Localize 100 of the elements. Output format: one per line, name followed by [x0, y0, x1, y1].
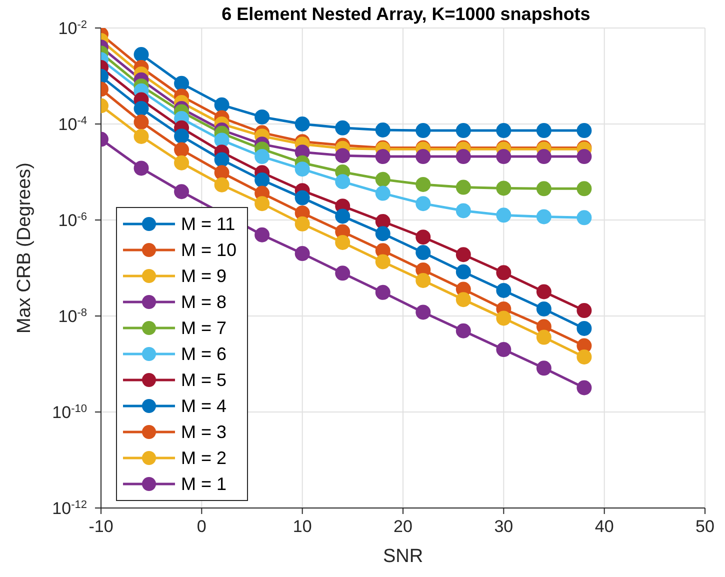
point: [496, 310, 512, 326]
point: [536, 181, 552, 196]
point: [576, 210, 592, 226]
point: [375, 122, 390, 138]
point: [134, 47, 149, 62]
point: [536, 330, 552, 345]
point: [456, 203, 471, 218]
point: [456, 323, 471, 338]
point: [335, 234, 350, 250]
legend-label: M = 9: [181, 266, 227, 286]
point: [174, 142, 190, 158]
point: [416, 149, 431, 164]
point: [174, 184, 190, 200]
point: [174, 155, 190, 170]
point: [174, 128, 190, 144]
y-tick-label: 10$^{-10}$: [52, 403, 87, 422]
point: [456, 149, 471, 164]
point: [375, 284, 390, 300]
point: [456, 123, 471, 138]
point: [335, 174, 350, 190]
point: [134, 160, 149, 176]
point: [375, 226, 390, 242]
point: [375, 214, 390, 230]
legend-label: M = 6: [181, 344, 227, 364]
point: [335, 120, 350, 136]
point: [536, 149, 552, 164]
y-tick-label: 10$^{-4}$: [58, 115, 87, 134]
x-tick-label: 10: [292, 517, 312, 536]
point: [536, 284, 552, 300]
legend-label: M = 7: [181, 318, 227, 338]
point: [214, 152, 230, 168]
point: [576, 320, 592, 336]
point: [576, 149, 592, 164]
point: [536, 360, 552, 376]
y-tick-label: 10$^{-6}$: [58, 211, 87, 230]
point: [254, 109, 270, 124]
point: [496, 265, 512, 280]
point: [335, 148, 350, 164]
x-axis-title: SNR: [382, 546, 424, 567]
point: [134, 128, 149, 144]
point: [456, 292, 471, 308]
point: [576, 349, 592, 364]
x-tick-label: 50: [696, 517, 714, 536]
x-tick-label: 40: [594, 517, 614, 536]
point: [416, 304, 431, 320]
point: [496, 180, 512, 196]
point: [456, 264, 471, 280]
point: [496, 149, 512, 164]
point: [254, 196, 270, 212]
point: [536, 209, 552, 224]
point: [294, 190, 310, 206]
chart-title: 6 Element Nested Array, K=1000 snapshots: [220, 4, 592, 25]
point: [375, 186, 390, 201]
point: [576, 380, 592, 396]
x-tick-label: 30: [494, 517, 514, 536]
point: [416, 196, 431, 212]
legend-label: M = 1: [181, 474, 227, 494]
point: [536, 123, 552, 138]
point: [214, 97, 230, 112]
legend-label: M = 3: [181, 422, 227, 442]
y-tick-label: 10$^{-12}$: [52, 499, 87, 518]
legend-label: M = 5: [181, 370, 227, 390]
point: [576, 181, 592, 196]
legend-label: M = 10: [181, 240, 237, 260]
point: [294, 216, 310, 232]
point: [416, 272, 431, 288]
point: [416, 123, 431, 138]
point: [294, 162, 310, 177]
point: [214, 177, 230, 192]
point: [375, 254, 390, 270]
point: [416, 230, 431, 245]
point: [576, 123, 592, 138]
point: [214, 165, 230, 180]
point: [456, 180, 471, 195]
x-tick-label: 20: [394, 517, 412, 536]
point: [416, 176, 431, 192]
point: [416, 245, 431, 260]
x-tick-label: -10: [88, 517, 114, 536]
point: [254, 172, 270, 188]
point: [134, 114, 149, 130]
legend-label: M = 11: [181, 214, 236, 234]
point: [254, 227, 270, 242]
point: [294, 246, 310, 262]
legend-label: M = 2: [181, 448, 227, 468]
point: [576, 303, 592, 318]
point: [496, 208, 512, 223]
point: [536, 301, 552, 316]
point: [496, 282, 512, 298]
point: [375, 149, 390, 164]
point: [134, 101, 149, 116]
point: [375, 172, 390, 187]
legend-label: M = 8: [181, 292, 227, 312]
legend-label: M = 4: [181, 396, 227, 416]
y-tick-label: 10$^{-8}$: [58, 307, 87, 326]
point: [496, 123, 512, 138]
point: [496, 342, 512, 358]
x-tick-label: 0: [196, 517, 206, 536]
point: [335, 266, 350, 281]
point: [456, 247, 471, 262]
point: [254, 149, 270, 164]
